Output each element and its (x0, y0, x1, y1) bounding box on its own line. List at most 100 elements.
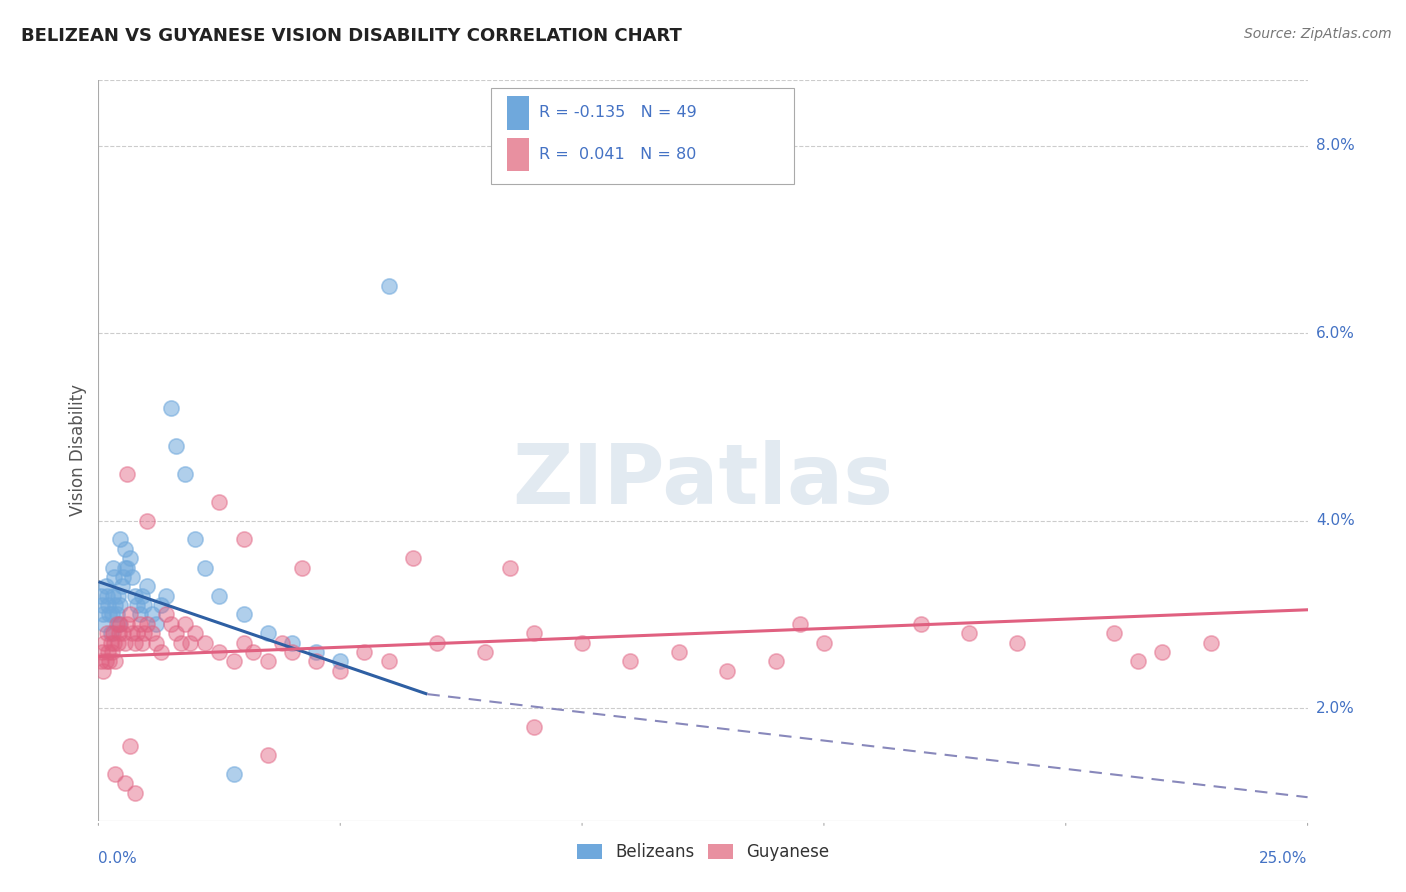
Point (1199, 635, 1222, 649)
Point (90, 589, 112, 603)
Point (1128, 654, 1150, 668)
Text: 25.0%: 25.0% (1260, 851, 1308, 866)
Point (160, 401, 183, 416)
Point (128, 607, 150, 622)
Point (96, 589, 118, 603)
Point (789, 616, 811, 631)
Text: R = -0.135   N = 49: R = -0.135 N = 49 (538, 105, 696, 120)
Point (103, 635, 125, 649)
Point (208, 495, 231, 509)
Point (111, 626, 134, 640)
Point (329, 654, 352, 668)
FancyBboxPatch shape (492, 87, 793, 184)
Point (165, 626, 187, 640)
Point (174, 616, 197, 631)
Point (765, 654, 787, 668)
Point (498, 560, 520, 574)
Point (117, 467, 139, 481)
Point (377, 654, 399, 668)
Point (91, 664, 114, 678)
Point (281, 635, 304, 649)
Point (101, 626, 124, 640)
Point (169, 635, 191, 649)
Point (523, 720, 546, 734)
Point (179, 635, 201, 649)
Point (124, 785, 146, 799)
Point (90, 654, 112, 668)
Text: 8.0%: 8.0% (1316, 138, 1354, 153)
FancyBboxPatch shape (508, 96, 529, 129)
Point (114, 541, 136, 556)
Point (141, 607, 163, 622)
Point (131, 589, 153, 603)
Point (124, 589, 146, 603)
Point (107, 626, 129, 640)
Point (114, 776, 136, 790)
Point (165, 439, 187, 453)
Point (114, 560, 136, 574)
Point (111, 570, 134, 584)
Point (1007, 635, 1029, 649)
Text: ZIPatlas: ZIPatlas (513, 440, 893, 521)
Point (101, 589, 124, 603)
Point (402, 551, 425, 566)
Y-axis label: Vision Disability: Vision Disability (69, 384, 87, 516)
Point (222, 654, 245, 668)
Point (222, 766, 245, 780)
Point (100, 635, 122, 649)
Point (668, 645, 690, 659)
Point (281, 645, 304, 659)
Point (111, 579, 134, 593)
Point (98, 654, 121, 668)
Point (98, 607, 121, 622)
Point (93, 635, 115, 649)
Point (353, 645, 375, 659)
Point (127, 598, 149, 612)
Point (232, 635, 254, 649)
Point (160, 616, 183, 631)
Point (134, 626, 156, 640)
Point (107, 616, 129, 631)
Point (108, 598, 131, 612)
Point (290, 560, 312, 574)
Point (1152, 645, 1174, 659)
Text: Source: ZipAtlas.com: Source: ZipAtlas.com (1244, 27, 1392, 41)
Point (91, 607, 114, 622)
Point (145, 616, 167, 631)
Point (101, 560, 124, 574)
Point (91, 645, 114, 659)
Point (101, 607, 124, 622)
Point (232, 533, 254, 547)
Legend: Belizeans, Guyanese: Belizeans, Guyanese (571, 837, 835, 868)
Point (957, 626, 980, 640)
Point (93, 616, 115, 631)
Point (117, 560, 139, 574)
Point (813, 635, 835, 649)
Text: R =  0.041   N = 80: R = 0.041 N = 80 (538, 147, 696, 162)
Point (91, 598, 114, 612)
Point (107, 589, 129, 603)
Text: BELIZEAN VS GUYANESE VISION DISABILITY CORRELATION CHART: BELIZEAN VS GUYANESE VISION DISABILITY C… (21, 27, 682, 45)
Point (256, 626, 278, 640)
Point (150, 645, 173, 659)
Point (571, 635, 593, 649)
Point (96, 626, 118, 640)
Point (100, 626, 122, 640)
Point (108, 616, 131, 631)
Point (208, 589, 231, 603)
Point (104, 766, 127, 780)
Point (145, 635, 167, 649)
Point (256, 747, 278, 762)
Point (121, 570, 143, 584)
Point (124, 635, 146, 649)
Point (194, 635, 217, 649)
Point (329, 664, 352, 678)
Text: 2.0%: 2.0% (1316, 701, 1354, 715)
Point (135, 579, 157, 593)
Point (103, 570, 125, 584)
Point (118, 551, 141, 566)
FancyBboxPatch shape (508, 138, 529, 171)
Point (305, 645, 328, 659)
Point (97, 598, 120, 612)
Point (716, 664, 738, 678)
